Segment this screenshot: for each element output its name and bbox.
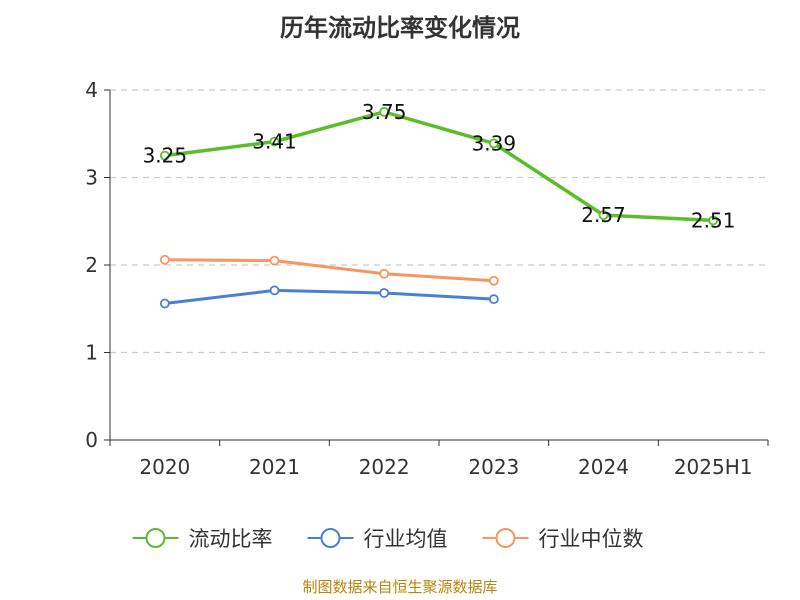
y-tick-label: 3 bbox=[85, 166, 98, 190]
data-label: 3.39 bbox=[472, 131, 517, 155]
data-point bbox=[488, 138, 499, 149]
y-tick-label: 2 bbox=[85, 253, 98, 277]
legend-item[interactable]: 行业均值 bbox=[307, 527, 448, 551]
legend-marker bbox=[320, 528, 341, 548]
axes: 0 1 2 3 4 2020 2021 2022 2023 2024 2025H1 bbox=[85, 78, 769, 479]
data-point bbox=[159, 298, 170, 309]
chart-title: 历年流动比率变化情况 bbox=[280, 14, 520, 42]
legend[interactable]: 流动比率 行业均值 行业中位数 bbox=[132, 527, 644, 551]
x-tick-label: 2020 bbox=[139, 455, 190, 479]
legend-marker bbox=[145, 528, 166, 548]
legend-marker bbox=[495, 528, 516, 548]
data-point bbox=[269, 285, 280, 296]
data-point bbox=[379, 288, 390, 298]
series-line bbox=[163, 110, 715, 223]
series-line bbox=[163, 288, 496, 305]
legend-item[interactable]: 流动比率 bbox=[132, 527, 273, 551]
data-label: 3.75 bbox=[362, 100, 407, 124]
source-note: 制图数据来自恒生聚源数据库 bbox=[302, 578, 498, 596]
data-label: 3.41 bbox=[252, 130, 297, 154]
data-point bbox=[159, 150, 170, 161]
y-tick-label: 4 bbox=[85, 78, 98, 102]
data-label: 3.25 bbox=[143, 144, 188, 168]
legend-label: 行业均值 bbox=[364, 527, 448, 551]
legend-label: 行业中位数 bbox=[539, 527, 644, 551]
y-tick-label: 0 bbox=[85, 428, 98, 452]
x-tick-label: 2023 bbox=[468, 455, 519, 479]
data-point bbox=[269, 255, 280, 266]
data-point bbox=[488, 275, 499, 286]
data-label: 2.51 bbox=[691, 208, 736, 232]
data-point bbox=[269, 136, 280, 147]
x-tick-label: 2021 bbox=[249, 455, 300, 479]
data-point bbox=[159, 254, 170, 265]
series-lines bbox=[159, 106, 719, 309]
data-point bbox=[379, 268, 390, 279]
x-tick-label: 2024 bbox=[578, 455, 629, 479]
data-label: 2.57 bbox=[581, 203, 626, 227]
series-line bbox=[163, 258, 496, 283]
x-tick-label: 2025H1 bbox=[674, 455, 753, 479]
data-labels: 3.25 3.41 3.75 3.39 2.57 2.51 bbox=[143, 100, 736, 233]
legend-label: 流动比率 bbox=[189, 527, 273, 551]
data-point bbox=[708, 215, 719, 226]
x-tick-label: 2022 bbox=[359, 455, 410, 479]
y-tick-label: 1 bbox=[85, 341, 98, 365]
data-point bbox=[379, 106, 390, 117]
legend-item[interactable]: 行业中位数 bbox=[482, 527, 644, 551]
data-point bbox=[598, 210, 609, 221]
data-point bbox=[488, 294, 499, 305]
